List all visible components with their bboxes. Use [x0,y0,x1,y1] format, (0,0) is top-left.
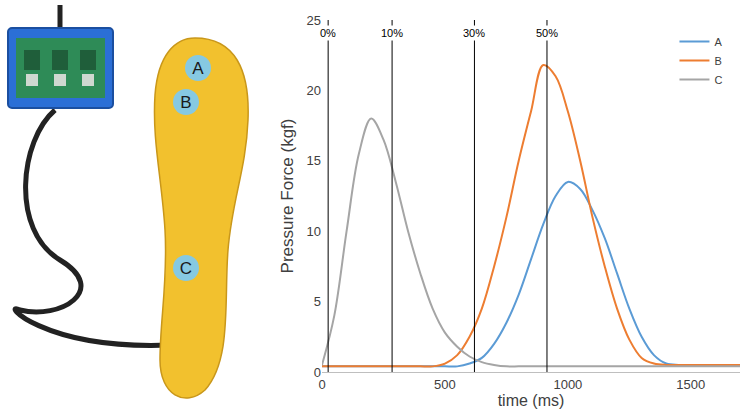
svg-text:C: C [714,74,722,86]
svg-text:B: B [180,93,191,112]
svg-text:time (ms): time (ms) [498,392,565,409]
svg-text:25: 25 [307,13,321,28]
svg-text:10: 10 [307,224,321,239]
svg-text:1500: 1500 [676,377,705,392]
svg-text:A: A [192,59,204,78]
svg-text:Pressure Force (kgf): Pressure Force (kgf) [278,119,297,274]
svg-text:5: 5 [314,294,321,309]
svg-text:C: C [180,259,192,278]
svg-text:20: 20 [307,83,321,98]
svg-text:10%: 10% [381,27,403,39]
svg-text:A: A [714,36,722,48]
svg-text:B: B [714,55,721,67]
svg-text:0%: 0% [320,27,336,39]
svg-text:1000: 1000 [553,377,582,392]
svg-text:0: 0 [314,365,321,380]
svg-text:15: 15 [307,153,321,168]
svg-text:500: 500 [434,377,456,392]
svg-text:30%: 30% [463,27,485,39]
svg-text:50%: 50% [536,27,558,39]
svg-text:0: 0 [318,377,325,392]
